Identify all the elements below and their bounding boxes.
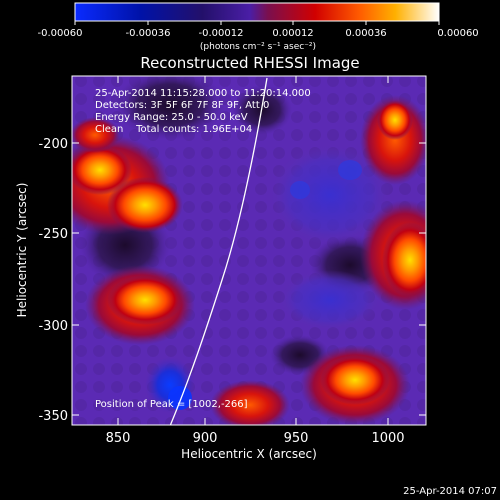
plot-title: Reconstructed RHESSI Image	[140, 54, 359, 72]
indigo-region	[280, 270, 380, 330]
positive-peak	[382, 222, 426, 298]
y-axis-label: Heliocentric Y (arcsec)	[15, 183, 29, 318]
indigo-spot	[290, 181, 310, 199]
y-axis-ticks	[72, 142, 426, 416]
footer-timestamp: 25-Apr-2014 07:07	[403, 486, 497, 497]
rhessi-image	[72, 76, 426, 425]
negative-peak-core	[168, 386, 192, 410]
y-tick-label: -350	[38, 409, 68, 424]
annotation-clean-counts: Clean Total counts: 1.96E+04	[95, 124, 252, 135]
colorbar-tick-label: 0.00036	[345, 28, 386, 39]
positive-region	[210, 380, 290, 425]
y-tick-label: -300	[38, 319, 68, 334]
x-tick-label: 1000	[371, 431, 404, 446]
positive-peak	[320, 355, 390, 405]
colorbar-tick-label: 0.00060	[437, 28, 478, 39]
colorbar-tick-label: -0.00012	[199, 28, 244, 39]
colorbar-tick-label: -0.00036	[126, 28, 171, 39]
positive-peak	[377, 100, 413, 140]
colorbar: -0.00060 -0.00036 -0.00012 0.00012 0.000…	[38, 2, 479, 52]
annotation-peak-position: Position of Peak = [1002,-266]	[95, 399, 248, 410]
positive-region	[72, 117, 120, 153]
indigo-spot	[338, 160, 362, 180]
y-tick-label: -250	[38, 227, 68, 242]
dark-region	[115, 76, 225, 140]
y-tick-label: -200	[38, 137, 68, 152]
positive-peak	[72, 145, 132, 195]
x-axis-label: Heliocentric X (arcsec)	[181, 447, 317, 461]
x-tick-label: 950	[284, 431, 309, 446]
colorbar-tick-label: -0.00060	[38, 28, 83, 39]
colorbar-tick-label: 0.00012	[272, 28, 313, 39]
colorbar-gradient	[74, 2, 440, 22]
positive-peak	[107, 275, 183, 325]
colorbar-ticks	[74, 21, 440, 25]
annotation-time-range: 25-Apr-2014 11:15:28.000 to 11:20:14.000	[95, 88, 311, 99]
solar-limb-line	[169, 77, 268, 425]
x-axis-ticks	[117, 76, 389, 425]
x-tick-label: 850	[106, 431, 131, 446]
annotation-block: 25-Apr-2014 11:15:28.000 to 11:20:14.000…	[95, 88, 311, 410]
positive-peak	[107, 177, 183, 233]
annotation-energy-range: Energy Range: 25.0 - 50.0 keV	[95, 112, 248, 123]
annotation-detectors: Detectors: 3F 5F 6F 7F 8F 9F, Att 0	[95, 100, 269, 111]
plot-frame	[71, 75, 427, 426]
x-tick-label: 900	[193, 431, 218, 446]
colorbar-units-label: (photons cm⁻² s⁻¹ asec⁻²)	[200, 42, 316, 52]
